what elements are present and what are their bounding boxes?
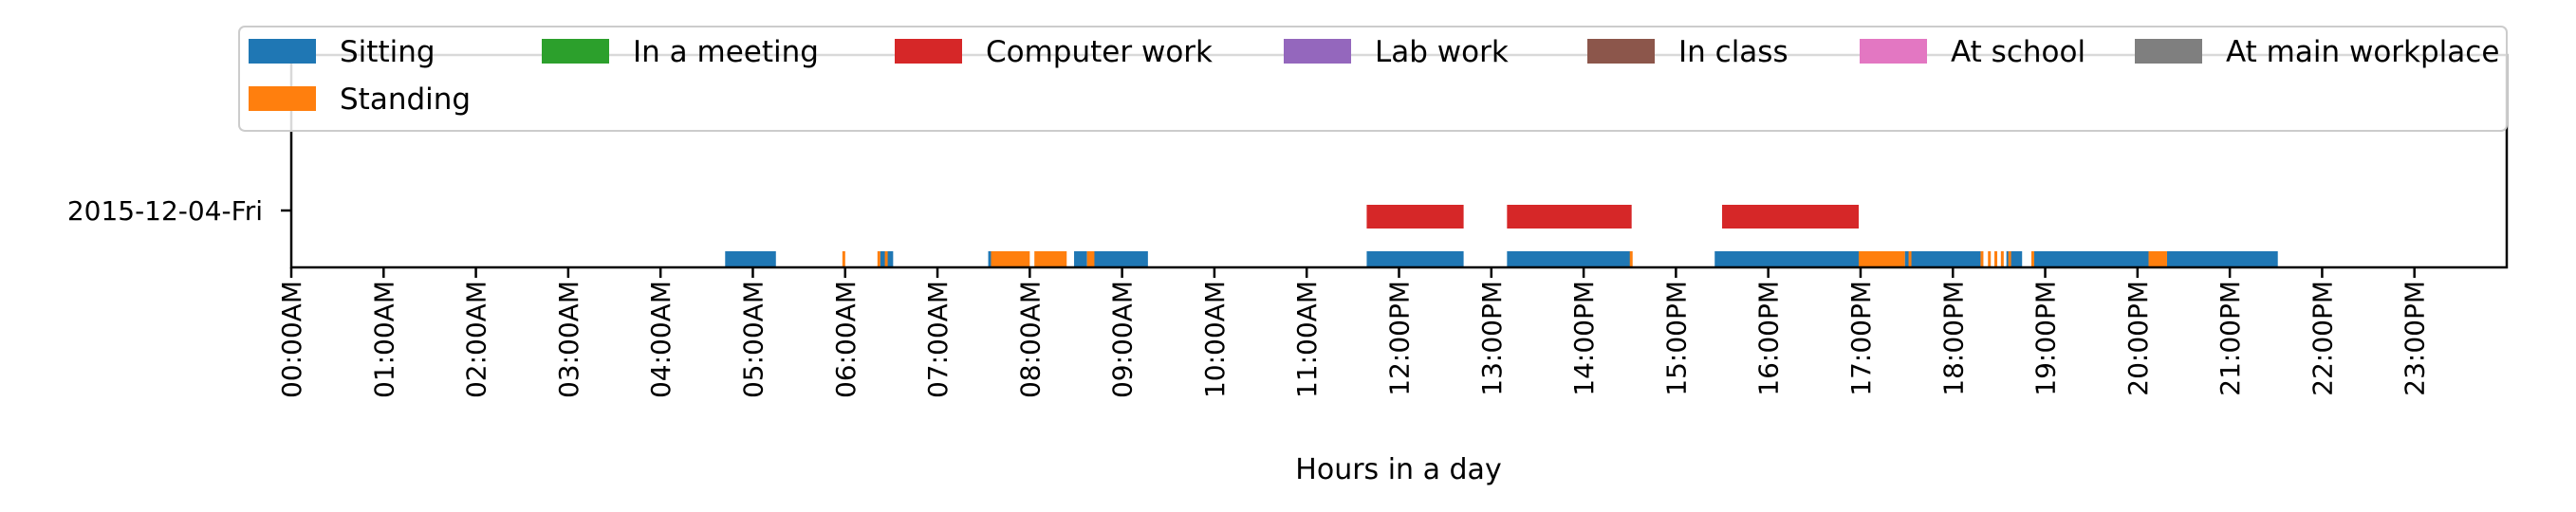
bar-sitting-2 — [988, 251, 991, 267]
x-tick-label: 03:00AM — [553, 281, 584, 398]
x-tick-label: 16:00PM — [1753, 281, 1785, 396]
x-tick-label: 18:00PM — [1937, 281, 1969, 396]
bar-standing-7 — [1859, 251, 1905, 267]
x-tick-label: 19:00PM — [2030, 281, 2062, 396]
bar-standing-6 — [1629, 251, 1633, 267]
legend-swatch-computer-work — [895, 39, 962, 64]
legend-swatch-at-main-workplace — [2135, 39, 2202, 64]
bar-sitting-7 — [1714, 251, 1860, 267]
legend-label: In class — [1678, 35, 1788, 69]
x-tick-label: 11:00AM — [1291, 281, 1323, 398]
bar-standing-12 — [2000, 251, 2004, 267]
legend: Sitting In a meeting Computer work Lab work… — [238, 26, 2508, 132]
y-tick-label: 2015-12-04-Fri — [67, 195, 263, 227]
x-tick-label: 23:00PM — [2400, 281, 2431, 396]
bar-sitting-4 — [1089, 251, 1148, 267]
legend-label: At school — [1951, 35, 2085, 69]
bar-standing-5 — [1086, 251, 1095, 267]
x-tick-label: 04:00AM — [645, 281, 676, 398]
x-tick-label: 20:00PM — [2122, 281, 2154, 396]
bar-standing-4 — [1034, 251, 1067, 267]
bar-computer-work-2 — [1722, 205, 1860, 229]
x-tick-label: 08:00AM — [1014, 281, 1046, 398]
bar-standing-2 — [884, 251, 888, 267]
bar-sitting-6 — [1507, 251, 1632, 267]
x-tick-label: 13:00PM — [1476, 281, 1508, 396]
legend-swatch-standing — [249, 86, 316, 111]
y-axis: 2015-12-04-Fri — [67, 195, 291, 227]
x-tick-label: 17:00PM — [1845, 281, 1877, 396]
x-tick-label: 01:00AM — [368, 281, 399, 398]
legend-box — [238, 26, 2508, 132]
bar-standing-9 — [1980, 251, 1984, 267]
x-tick-label: 00:00AM — [276, 281, 307, 398]
bar-standing-13 — [2008, 251, 2011, 267]
x-tick-label: 06:00AM — [830, 281, 862, 398]
bar-sitting-8 — [1904, 251, 1981, 267]
bar-standing-14 — [2030, 251, 2034, 267]
bars-layer — [725, 205, 2278, 267]
legend-swatch-lab-work — [1284, 39, 1351, 64]
legend-swatch-sitting — [249, 39, 316, 64]
x-axis-title: Hours in a day — [1295, 453, 1501, 486]
x-tick-label: 09:00AM — [1107, 281, 1139, 398]
x-tick-label: 05:00AM — [737, 281, 769, 398]
bar-computer-work-1 — [1507, 205, 1632, 229]
legend-swatch-in-a-meeting — [542, 39, 609, 64]
legend-label: Sitting — [340, 35, 436, 69]
x-tick-label: 07:00AM — [922, 281, 954, 398]
bar-standing-0 — [842, 251, 845, 267]
bar-standing-10 — [1988, 251, 1992, 267]
x-tick-label: 10:00AM — [1199, 281, 1231, 398]
legend-swatch-in-class — [1587, 39, 1655, 64]
x-tick-label: 15:00PM — [1660, 281, 1692, 396]
bar-sitting-3 — [1074, 251, 1087, 267]
bar-standing-15 — [2148, 251, 2167, 267]
bar-sitting-0 — [725, 251, 776, 267]
legend-label: In a meeting — [633, 35, 819, 69]
x-tick-label: 21:00PM — [2215, 281, 2246, 396]
x-tick-label: 14:00PM — [1568, 281, 1600, 396]
bar-standing-11 — [1994, 251, 1998, 267]
legend-label: At main workplace — [2226, 35, 2499, 69]
bar-standing-1 — [877, 251, 880, 267]
x-tick-label: 22:00PM — [2307, 281, 2338, 396]
x-axis: 00:00AM 01:00AM 02:00AM 03:00AM 04:00AM 05:00… — [276, 267, 2431, 398]
x-tick-label: 02:00AM — [461, 281, 492, 398]
bar-sitting-10 — [2033, 251, 2149, 267]
bar-sitting-5 — [1366, 251, 1464, 267]
legend-label: Lab work — [1375, 35, 1509, 69]
bar-sitting-11 — [2166, 251, 2278, 267]
legend-swatch-at-school — [1860, 39, 1927, 64]
bar-computer-work-0 — [1366, 205, 1464, 229]
bar-standing-8 — [1908, 251, 1912, 267]
legend-label: Standing — [340, 82, 471, 117]
legend-label: Computer work — [986, 35, 1213, 69]
bar-standing-3 — [991, 251, 1030, 267]
x-tick-label: 12:00PM — [1384, 281, 1416, 396]
